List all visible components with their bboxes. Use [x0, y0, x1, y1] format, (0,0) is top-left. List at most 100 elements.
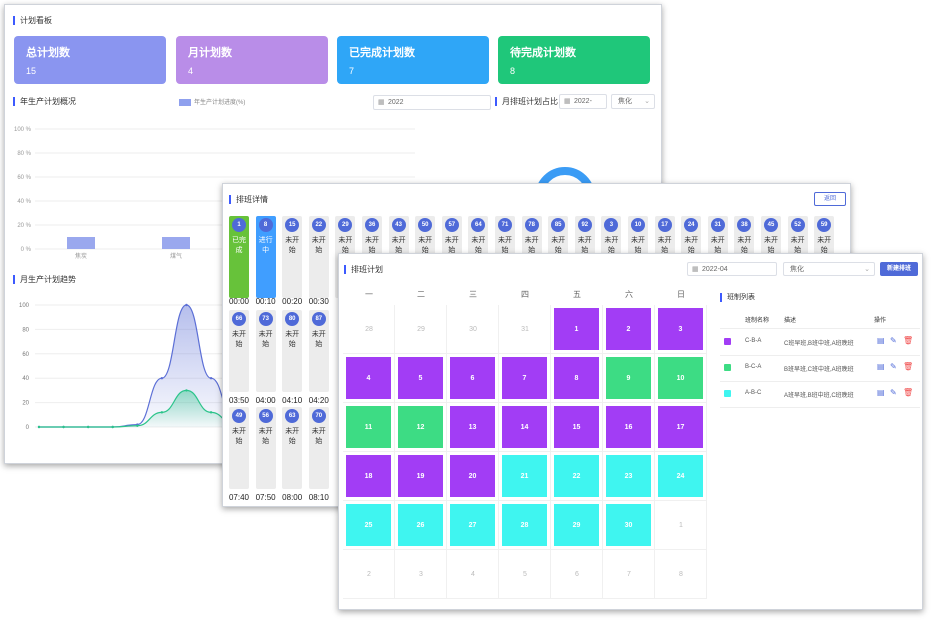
- delete-icon[interactable]: 🗑: [903, 362, 914, 371]
- calendar-day[interactable]: 6: [447, 354, 499, 403]
- calendar-day[interactable]: 7: [603, 550, 655, 599]
- edit-icon[interactable]: ✎: [890, 362, 897, 371]
- calendar-day[interactable]: 22: [551, 452, 603, 501]
- schedule-month-picker[interactable]: ▦ 2022-04: [687, 262, 777, 276]
- trend-point: [136, 424, 139, 427]
- calendar-day[interactable]: 27: [447, 501, 499, 550]
- calendar-day[interactable]: 29: [395, 305, 447, 354]
- calendar-day[interactable]: 29: [551, 501, 603, 550]
- progress-column[interactable]: 22 未开始: [308, 216, 329, 298]
- view-icon[interactable]: ▤: [877, 336, 885, 345]
- calendar-day[interactable]: 12: [395, 403, 447, 452]
- calendar-day[interactable]: 5: [395, 354, 447, 403]
- progress-column[interactable]: 49 未开始: [229, 407, 249, 489]
- delete-icon[interactable]: 🗑: [903, 336, 914, 345]
- shift-list-header: 班制名称 描述 操作: [720, 310, 920, 329]
- calendar-day[interactable]: 6: [551, 550, 603, 599]
- progress-status: 未开始: [498, 237, 512, 254]
- progress-title: 排班详情: [229, 195, 268, 204]
- stat-card: 待完成计划数 8: [498, 36, 650, 84]
- progress-column[interactable]: 56 未开始: [255, 407, 276, 489]
- progress-time: 04:10: [282, 396, 303, 405]
- progress-column[interactable]: 70 未开始: [308, 407, 329, 489]
- calendar-day[interactable]: 13: [447, 403, 499, 452]
- calendar-day[interactable]: 30: [603, 501, 655, 550]
- progress-status: 未开始: [311, 331, 326, 348]
- progress-column[interactable]: 15 未开始: [282, 216, 303, 298]
- progress-status: 未开始: [338, 237, 353, 254]
- schedule-select[interactable]: 焦化 ⌄: [783, 262, 875, 276]
- stat-card-label: 已完成计划数: [349, 47, 415, 59]
- calendar-day[interactable]: 2: [603, 305, 655, 354]
- calendar-day[interactable]: 8: [551, 354, 603, 403]
- calendar-day[interactable]: 20: [447, 452, 499, 501]
- monthly-month-picker[interactable]: ▦ 2022-: [559, 94, 607, 109]
- calendar-day[interactable]: 8: [655, 550, 707, 599]
- calendar-day[interactable]: 3: [395, 550, 447, 599]
- calendar-day[interactable]: 1: [655, 501, 707, 550]
- monthly-select[interactable]: 焦化 ⌄: [611, 94, 655, 109]
- calendar-day[interactable]: 18: [343, 452, 395, 501]
- trend-y-tick: 40: [22, 376, 29, 382]
- calendar-day[interactable]: 28: [499, 501, 551, 550]
- schedule-select-value: 焦化: [790, 266, 804, 273]
- calendar-day-number: 7: [627, 571, 631, 578]
- view-icon[interactable]: ▤: [877, 388, 885, 397]
- progress-column[interactable]: 80 未开始: [282, 310, 303, 392]
- calendar-day[interactable]: 21: [499, 452, 551, 501]
- calendar-day-shift: 1: [554, 308, 599, 350]
- trend-point: [185, 303, 188, 307]
- calendar-day[interactable]: 24: [655, 452, 707, 501]
- stat-card-value: 7: [349, 66, 355, 76]
- monthly-month-value: 2022-: [574, 98, 592, 105]
- edit-icon[interactable]: ✎: [890, 336, 897, 345]
- progress-number: 36: [365, 218, 379, 232]
- calendar-day[interactable]: 19: [395, 452, 447, 501]
- calendar-day-number: 1: [679, 522, 683, 529]
- calendar-day[interactable]: 14: [499, 403, 551, 452]
- schedule-title: 排班计划: [344, 265, 383, 274]
- calendar-day-shift: 18: [346, 455, 391, 497]
- stat-card: 已完成计划数 7: [337, 36, 489, 84]
- calendar-day[interactable]: 23: [603, 452, 655, 501]
- calendar-day[interactable]: 30: [447, 305, 499, 354]
- progress-number: 50: [418, 218, 433, 232]
- view-icon[interactable]: ▤: [877, 362, 885, 371]
- delete-icon[interactable]: 🗑: [903, 388, 914, 397]
- trend-point: [209, 377, 213, 380]
- progress-column[interactable]: 8 进行中: [255, 216, 276, 298]
- calendar-day[interactable]: 1: [551, 305, 603, 354]
- annual-year-picker[interactable]: ▦ 2022: [373, 95, 491, 110]
- progress-column[interactable]: 66 未开始: [229, 310, 249, 392]
- calendar-day[interactable]: 25: [343, 501, 395, 550]
- calendar-day[interactable]: 17: [655, 403, 707, 452]
- calendar-day[interactable]: 4: [447, 550, 499, 599]
- back-button[interactable]: 返回: [814, 192, 846, 206]
- progress-status: 未开始: [418, 237, 433, 254]
- calendar-day[interactable]: 7: [499, 354, 551, 403]
- calendar-day[interactable]: 15: [551, 403, 603, 452]
- calendar-day-shift: 9: [606, 357, 651, 399]
- calendar-day[interactable]: 31: [499, 305, 551, 354]
- calendar-day[interactable]: 26: [395, 501, 447, 550]
- calendar-day[interactable]: 16: [603, 403, 655, 452]
- calendar-day[interactable]: 4: [343, 354, 395, 403]
- progress-column[interactable]: 73 未开始: [255, 310, 276, 392]
- progress-status: 未开始: [444, 237, 459, 254]
- progress-column[interactable]: 1 已完成: [229, 216, 249, 298]
- calendar-day[interactable]: 3: [655, 305, 707, 354]
- progress-column[interactable]: 87 未开始: [308, 310, 329, 392]
- calendar-day[interactable]: 10: [655, 354, 707, 403]
- monthly-title: 月排班计划占比: [495, 97, 558, 106]
- trend-point: [37, 425, 41, 429]
- edit-icon[interactable]: ✎: [890, 388, 897, 397]
- calendar-day[interactable]: 2: [343, 550, 395, 599]
- dashboard-title: 计划看板: [13, 16, 52, 25]
- new-schedule-button[interactable]: 新建排班: [880, 262, 918, 276]
- calendar-day[interactable]: 28: [343, 305, 395, 354]
- calendar-day[interactable]: 9: [603, 354, 655, 403]
- calendar-day[interactable]: 5: [499, 550, 551, 599]
- progress-column[interactable]: 63 未开始: [282, 407, 303, 489]
- calendar-day[interactable]: 11: [343, 403, 395, 452]
- chevron-down-icon: ⌄: [864, 266, 870, 273]
